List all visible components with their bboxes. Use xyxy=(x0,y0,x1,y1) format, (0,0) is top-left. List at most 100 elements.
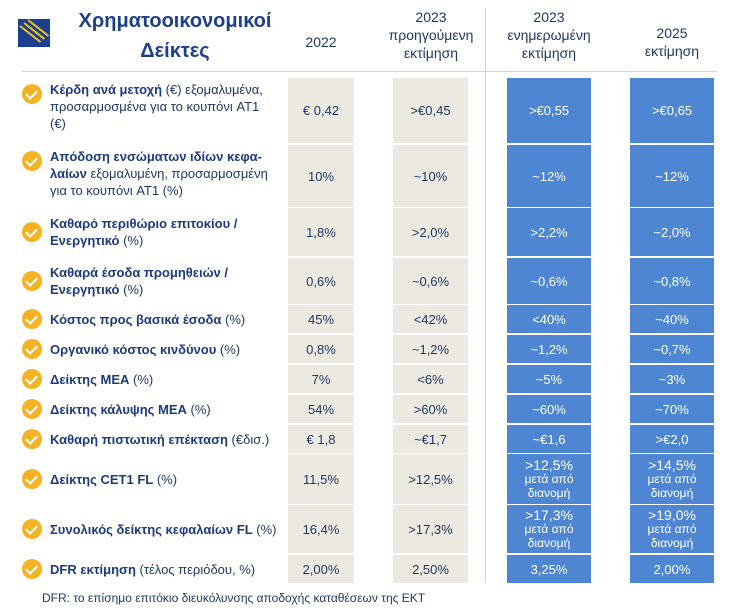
value-2022: € 1,8 xyxy=(288,425,354,453)
value-2025: >€0,65 xyxy=(630,78,714,143)
page-title: Χρηματοοικονομικοί Δείκτες xyxy=(55,6,295,66)
cell-value: ~0,8% xyxy=(653,273,691,289)
cell-value: >€0,45 xyxy=(410,103,451,118)
cell-value: <40% xyxy=(532,311,566,327)
value-2025: 2,00% xyxy=(630,555,714,583)
metric-name: Δείκτης ΜΕΑ (%) xyxy=(50,371,153,388)
cell-value: ~1,2% xyxy=(530,341,568,357)
value-2023-previous: >12,5% xyxy=(393,454,468,504)
cell-value: 11,5% xyxy=(303,471,339,487)
cell-value: € 0,42 xyxy=(302,103,340,118)
cell-value: ~60% xyxy=(532,401,566,417)
value-2022: 7% xyxy=(288,365,354,393)
value-2022: 0,6% xyxy=(288,258,354,304)
metric-name: Κόστος προς βασικά έσοδα (%) xyxy=(50,311,245,328)
value-2025: ~2,0% xyxy=(630,208,714,256)
cell-value: ~5% xyxy=(535,371,563,387)
cell-note: μετά από xyxy=(524,522,574,536)
metric-name: DFR εκτίμηση (τέλος περιόδου, %) xyxy=(50,561,255,578)
value-2022: 54% xyxy=(288,395,354,423)
metric-name-bold: Δείκτης ΜΕΑ xyxy=(50,371,130,387)
cell-note: μετά από xyxy=(524,472,574,486)
row-label: Καθαρά έσοδα προμηθειών / Ενεργητικό (%) xyxy=(22,258,277,304)
value-2023-previous: ~10% xyxy=(393,145,468,207)
value-2023-updated: >17,3% μετά από διανομή xyxy=(507,505,591,553)
metric-name-bold: Οργανικό κόστος κινδύνου xyxy=(50,341,217,357)
row-label: Κέρδη ανά μετοχή (€) εξομαλυμένα, προσαρ… xyxy=(22,78,277,143)
checkmark-icon xyxy=(22,399,42,419)
metric-name-bold: Καθαρό περιθώριο επιτοκίου / Ενεργητικό xyxy=(50,216,238,248)
cell-value: >2,0% xyxy=(411,224,450,240)
cell-value: ~10% xyxy=(413,168,448,184)
value-2025: ~0,8% xyxy=(630,258,714,304)
cell-value: <6% xyxy=(417,371,444,387)
value-2023-previous: <42% xyxy=(393,305,468,333)
cell-value: 54% xyxy=(307,401,335,417)
cell-value: ~12% xyxy=(532,168,566,184)
column-header-line: προηγούμενη xyxy=(388,27,474,43)
row-label: Καθαρό περιθώριο επιτοκίου / Ενεργητικό … xyxy=(22,208,277,256)
footnote: DFR: το επίσημο επιτόκιο διευκόλυνσης απ… xyxy=(42,591,426,605)
value-2023-previous: >€0,45 xyxy=(393,78,468,143)
column-header-line: ενημερωμένη xyxy=(507,27,591,43)
cell-value: >19,0% xyxy=(648,507,696,523)
cell-note: διανομή xyxy=(650,536,694,550)
metric-name-bold: Απόδοση ενσώματων ιδίων κεφα-λαίων xyxy=(50,149,263,181)
cell-value: ~3% xyxy=(658,371,686,387)
metric-name: Οργανικό κόστος κινδύνου (%) xyxy=(50,341,240,358)
cell-value: € 1,8 xyxy=(306,431,336,447)
value-2023-previous: ~€1,7 xyxy=(393,425,468,453)
cell-note: διανομή xyxy=(527,486,571,500)
column-header-2023-updated: 2023 ενημερωμένη εκτίμηση xyxy=(493,8,605,62)
cell-value: 16,4% xyxy=(302,521,340,537)
row-label: Απόδοση ενσώματων ιδίων κεφα-λαίων εξομα… xyxy=(22,145,277,207)
checkmark-icon xyxy=(22,339,42,359)
value-2023-previous: 2,50% xyxy=(393,555,468,583)
value-2023-updated: ~60% xyxy=(507,395,591,423)
row-label: Οργανικό κόστος κινδύνου (%) xyxy=(22,335,277,363)
cell-value: 2,00% xyxy=(302,561,340,577)
value-2023-updated: ~5% xyxy=(507,365,591,393)
value-2023-updated: ~12% xyxy=(507,145,591,207)
value-2025: ~70% xyxy=(630,395,714,423)
column-header-line: εκτίμηση xyxy=(521,45,577,61)
row-label: Δείκτης ΜΕΑ (%) xyxy=(22,365,277,393)
checkmark-icon xyxy=(22,369,42,389)
value-2023-updated: >2,2% xyxy=(507,208,591,256)
cell-value: >60% xyxy=(413,401,448,417)
metric-name-detail: (%) xyxy=(186,401,211,417)
value-2025: >19,0% μετά από διανομή xyxy=(630,505,714,553)
cell-value: 3,25% xyxy=(530,561,568,577)
column-header-2025: 2025 εκτίμηση xyxy=(620,24,724,60)
cell-value: >€0,65 xyxy=(651,103,693,118)
cell-value: 7% xyxy=(311,371,331,387)
value-2023-updated: >12,5% μετά από διανομή xyxy=(507,454,591,504)
column-header-line: εκτίμηση xyxy=(403,45,459,61)
metric-name-detail: (%) xyxy=(221,311,246,327)
value-2023-updated: ~0,6% xyxy=(507,258,591,304)
cell-value: 2,50% xyxy=(412,561,449,577)
value-2023-updated: ~1,2% xyxy=(507,335,591,363)
row-label: Καθαρή πιστωτική επέκταση (€δισ.) xyxy=(22,425,277,453)
checkmark-icon xyxy=(22,429,42,449)
value-2023-updated: >€0,55 xyxy=(507,78,591,143)
metric-name-detail: (%) xyxy=(216,341,241,357)
cell-value: 0,8% xyxy=(306,341,336,357)
metric-name: Δείκτης CET1 FL (%) xyxy=(50,471,177,488)
value-2023-previous: >60% xyxy=(393,395,468,423)
cell-value: ~0,7% xyxy=(653,341,691,357)
value-2025: ~40% xyxy=(630,305,714,333)
cell-value: >12,5% xyxy=(408,471,453,487)
cell-value: ~€1,6 xyxy=(532,431,566,447)
checkmark-icon xyxy=(22,519,42,539)
cell-note: διανομή xyxy=(650,486,694,500)
metric-name-detail: (τέλος περιόδου, %) xyxy=(135,561,256,577)
metric-name-detail: (€δισ.) xyxy=(227,431,270,447)
value-2022: 45% xyxy=(288,305,354,333)
value-2025: ~0,7% xyxy=(630,335,714,363)
checkmark-icon xyxy=(22,222,42,242)
row-label: Δείκτης κάλυψης ΜΕΑ (%) xyxy=(22,395,277,423)
value-2023-updated: <40% xyxy=(507,305,591,333)
metric-name-detail: (€) εξομαλυμένα, προσαρμοσμένα για το κο… xyxy=(50,82,263,131)
metric-name: Απόδοση ενσώματων ιδίων κεφα-λαίων εξομα… xyxy=(50,148,277,199)
